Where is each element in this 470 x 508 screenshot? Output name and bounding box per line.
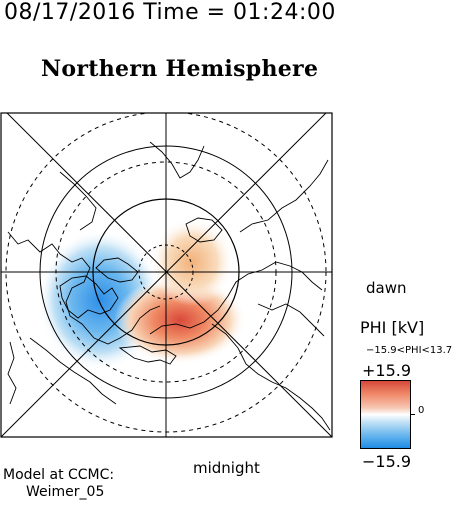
- midnight-label: midnight: [193, 459, 260, 477]
- timestamp: 08/17/2016 Time = 01:24:00: [4, 0, 336, 25]
- colorbar-zero-label: 0: [418, 405, 425, 416]
- colorbar-max-label: +15.9: [362, 361, 412, 380]
- plot-title: Northern Hemisphere: [41, 56, 319, 82]
- colorbar: [360, 380, 411, 449]
- colorbar-range: −15.9<PHI<13.7: [366, 345, 453, 356]
- credit-line-1: Model at CCMC:: [3, 467, 115, 483]
- colorbar-zero-tick: [411, 414, 415, 415]
- dawn-label: dawn: [366, 279, 407, 297]
- colorbar-min-label: −15.9: [362, 452, 412, 471]
- coastlines: [7, 141, 331, 431]
- colorbar-title: PHI [kV]: [360, 318, 425, 337]
- meridian-lines: [1, 113, 332, 437]
- credit-line-2: Weimer_05: [26, 484, 105, 500]
- polar-map: [0, 112, 333, 438]
- map-border: [0, 112, 333, 438]
